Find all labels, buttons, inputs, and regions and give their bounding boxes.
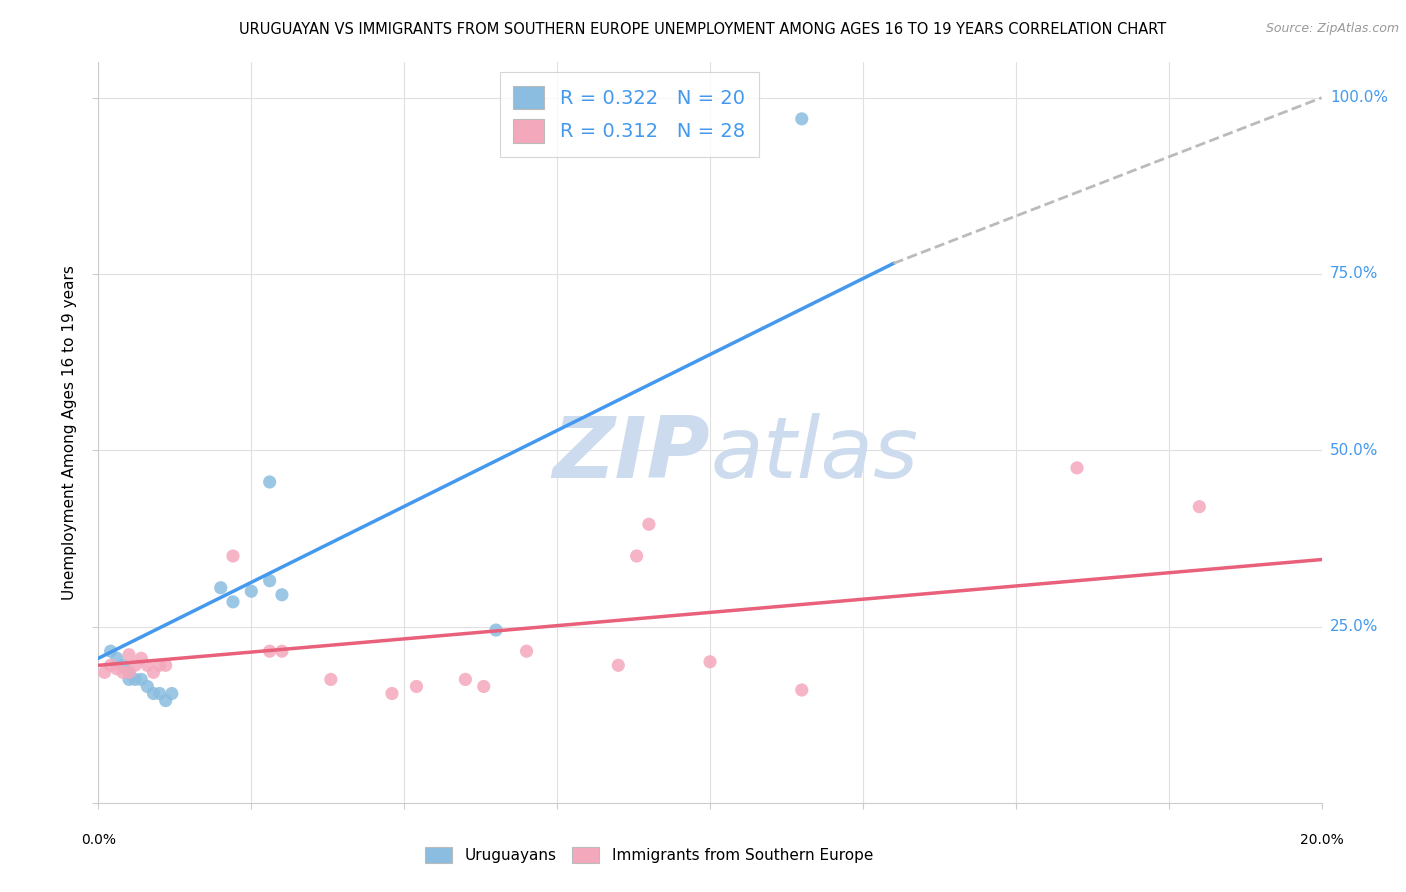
Point bbox=[124, 658, 146, 673]
Point bbox=[472, 680, 495, 694]
Point bbox=[160, 686, 183, 700]
Point bbox=[149, 686, 172, 700]
Point bbox=[105, 662, 128, 676]
Text: 25.0%: 25.0% bbox=[1330, 619, 1378, 634]
Point bbox=[209, 581, 232, 595]
Point bbox=[637, 517, 661, 532]
Point bbox=[259, 475, 281, 489]
Point bbox=[259, 644, 281, 658]
Point bbox=[129, 651, 152, 665]
Point bbox=[136, 680, 159, 694]
Point bbox=[136, 658, 159, 673]
Point bbox=[155, 658, 177, 673]
Text: Source: ZipAtlas.com: Source: ZipAtlas.com bbox=[1265, 22, 1399, 36]
Point bbox=[118, 665, 141, 680]
Point bbox=[485, 623, 508, 637]
Point bbox=[100, 644, 122, 658]
Point bbox=[381, 686, 404, 700]
Point bbox=[155, 693, 177, 707]
Point bbox=[607, 658, 630, 673]
Point bbox=[111, 665, 134, 680]
Text: 0.0%: 0.0% bbox=[82, 833, 115, 847]
Point bbox=[93, 665, 115, 680]
Point bbox=[626, 549, 648, 563]
Point bbox=[1188, 500, 1211, 514]
Point bbox=[790, 112, 813, 126]
Point bbox=[118, 648, 141, 662]
Point bbox=[259, 574, 281, 588]
Point bbox=[100, 658, 122, 673]
Point bbox=[105, 651, 128, 665]
Point bbox=[118, 673, 141, 687]
Point bbox=[111, 658, 134, 673]
Text: 100.0%: 100.0% bbox=[1330, 90, 1388, 105]
Point bbox=[124, 673, 146, 687]
Point bbox=[118, 665, 141, 680]
Point bbox=[1066, 461, 1088, 475]
Point bbox=[142, 665, 165, 680]
Text: ZIP: ZIP bbox=[553, 413, 710, 496]
Point bbox=[222, 595, 245, 609]
Point bbox=[454, 673, 477, 687]
Text: URUGUAYAN VS IMMIGRANTS FROM SOUTHERN EUROPE UNEMPLOYMENT AMONG AGES 16 TO 19 YE: URUGUAYAN VS IMMIGRANTS FROM SOUTHERN EU… bbox=[239, 22, 1167, 37]
Point bbox=[240, 584, 263, 599]
Text: 75.0%: 75.0% bbox=[1330, 267, 1378, 282]
Point bbox=[699, 655, 721, 669]
Text: 20.0%: 20.0% bbox=[1299, 833, 1344, 847]
Point bbox=[319, 673, 342, 687]
Point bbox=[405, 680, 427, 694]
Point bbox=[142, 686, 165, 700]
Text: 50.0%: 50.0% bbox=[1330, 442, 1378, 458]
Text: atlas: atlas bbox=[710, 413, 918, 496]
Point bbox=[790, 683, 813, 698]
Point bbox=[270, 644, 292, 658]
Point bbox=[516, 644, 538, 658]
Point bbox=[270, 588, 292, 602]
Point bbox=[222, 549, 245, 563]
Y-axis label: Unemployment Among Ages 16 to 19 years: Unemployment Among Ages 16 to 19 years bbox=[62, 265, 77, 600]
Point bbox=[149, 658, 172, 673]
Legend: R = 0.322   N = 20, R = 0.312   N = 28: R = 0.322 N = 20, R = 0.312 N = 28 bbox=[499, 72, 759, 157]
Point bbox=[129, 673, 152, 687]
